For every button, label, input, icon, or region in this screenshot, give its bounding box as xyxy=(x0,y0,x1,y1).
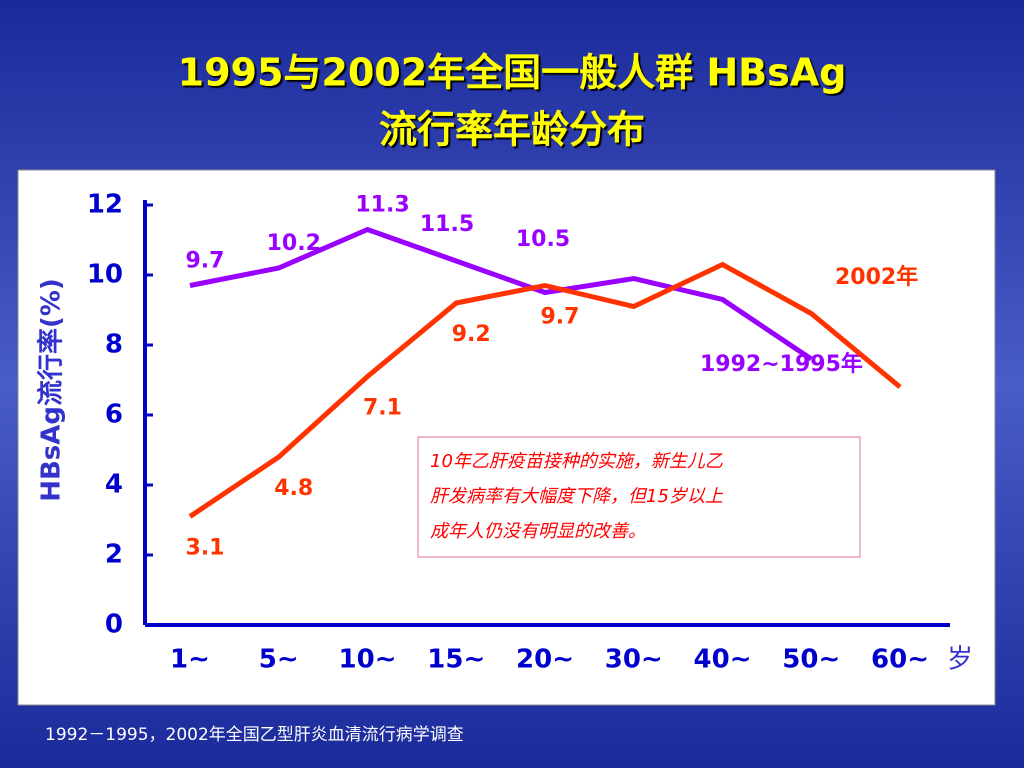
x-unit: 岁 xyxy=(947,645,973,675)
x-tick-label: 30~ xyxy=(605,645,663,675)
x-tick-label: 15~ xyxy=(427,645,485,675)
series-label: 2002年 xyxy=(835,264,918,290)
y-axis-label: HBsAg流行率(%) xyxy=(36,278,67,502)
y-tick-label: 0 xyxy=(105,610,123,640)
data-label: 4.8 xyxy=(274,476,313,501)
title: 流行率年龄分布 xyxy=(379,108,645,152)
y-tick-label: 4 xyxy=(105,470,123,500)
x-tick-label: 10~ xyxy=(339,645,397,675)
x-tick-label: 1~ xyxy=(170,645,210,675)
y-tick-label: 10 xyxy=(87,260,123,290)
line-series xyxy=(188,261,902,519)
y-tick-label: 12 xyxy=(87,190,123,220)
series-label: 1992~1995年 xyxy=(700,351,863,377)
note-line: 肝发病率有大幅度下降，但15岁以上 xyxy=(430,486,724,507)
data-label: 11.3 xyxy=(355,193,409,218)
annotation: 10.5 xyxy=(516,227,570,252)
annotation: 11.5 xyxy=(420,212,474,237)
y-tick-label: 2 xyxy=(105,540,123,570)
data-label: 10.2 xyxy=(267,231,321,256)
note-line: 成年人仍没有明显的改善。 xyxy=(430,521,646,542)
note-line: 10年乙肝疫苗接种的实施，新生儿乙 xyxy=(430,451,723,472)
x-tick-label: 50~ xyxy=(782,645,840,675)
x-tick-label: 40~ xyxy=(694,645,752,675)
data-label: 7.1 xyxy=(363,396,402,421)
data-label: 9.7 xyxy=(541,305,580,330)
line-series xyxy=(189,226,813,362)
x-tick-label: 5~ xyxy=(259,645,299,675)
title: 1995与2002年全国一般人群 HBsAg xyxy=(178,51,847,95)
x-tick-label: 20~ xyxy=(516,645,574,675)
y-tick-label: 6 xyxy=(105,400,123,430)
footer: 1992－1995，2002年全国乙型肝炎血清流行病学调查 xyxy=(45,725,464,745)
data-label: 9.7 xyxy=(186,249,225,274)
x-tick-label: 60~ xyxy=(871,645,929,675)
data-label: 3.1 xyxy=(186,536,225,561)
note-box xyxy=(417,436,861,558)
y-tick-label: 8 xyxy=(105,330,123,360)
data-label: 9.2 xyxy=(452,322,491,347)
